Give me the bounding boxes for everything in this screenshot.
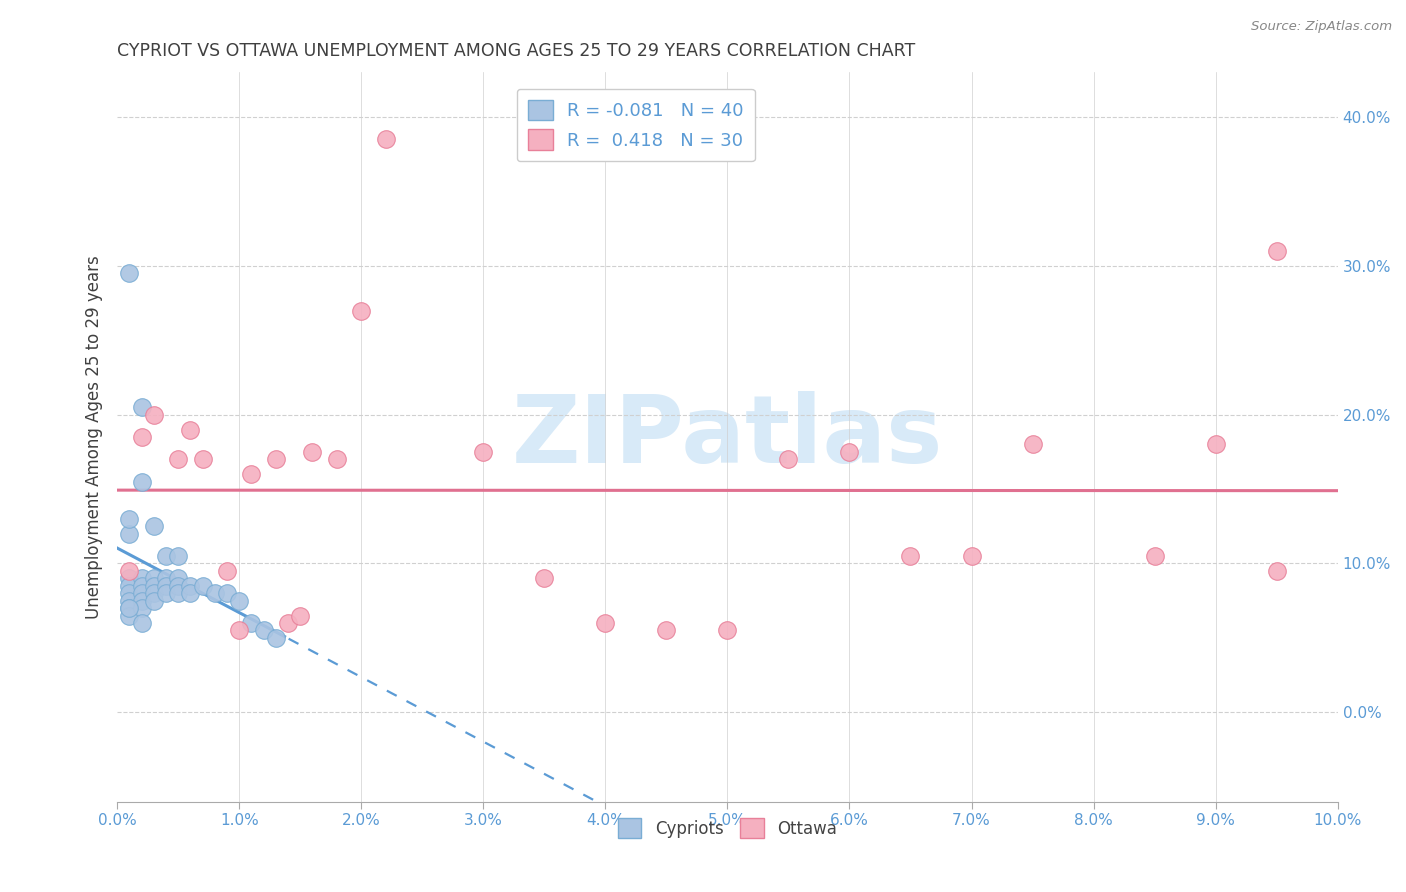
Point [155,549,177,563]
Point [131,571,153,585]
Point [142,519,165,533]
Point [118,579,141,593]
Point [167,579,190,593]
Point [240,467,263,482]
Point [595,615,617,630]
Point [142,593,165,607]
Text: ZIPatlas: ZIPatlas [512,391,943,483]
Point [167,586,190,600]
Point [1021,437,1043,451]
Point [264,631,287,645]
Point [204,586,226,600]
Point [326,452,349,467]
Y-axis label: Unemployment Among Ages 25 to 29 years: Unemployment Among Ages 25 to 29 years [86,255,103,619]
Point [277,615,299,630]
Point [118,526,141,541]
Point [1265,244,1288,258]
Point [131,593,153,607]
Point [374,132,396,146]
Point [215,564,238,578]
Point [1205,437,1227,451]
Point [240,615,263,630]
Point [118,608,141,623]
Point [142,571,165,585]
Point [1143,549,1166,563]
Point [155,586,177,600]
Point [142,586,165,600]
Point [167,549,190,563]
Point [131,601,153,615]
Point [118,564,141,578]
Point [167,571,190,585]
Point [179,423,201,437]
Point [155,571,177,585]
Point [118,601,141,615]
Point [131,401,153,415]
Point [228,624,250,638]
Point [533,571,555,585]
Point [118,512,141,526]
Point [191,452,214,467]
Point [900,549,922,563]
Point [118,593,141,607]
Point [655,624,678,638]
Point [290,608,312,623]
Point [716,624,738,638]
Point [350,303,373,318]
Point [301,445,323,459]
Point [264,452,287,467]
Point [778,452,800,467]
Text: Source: ZipAtlas.com: Source: ZipAtlas.com [1251,20,1392,33]
Point [838,445,860,459]
Point [142,408,165,422]
Point [118,266,141,280]
Point [118,601,141,615]
Point [131,579,153,593]
Point [131,430,153,444]
Point [142,579,165,593]
Legend: Cypriots, Ottawa: Cypriots, Ottawa [612,812,844,845]
Point [228,593,250,607]
Point [167,452,190,467]
Point [131,586,153,600]
Point [118,571,141,585]
Point [179,586,201,600]
Point [215,586,238,600]
Text: CYPRIOT VS OTTAWA UNEMPLOYMENT AMONG AGES 25 TO 29 YEARS CORRELATION CHART: CYPRIOT VS OTTAWA UNEMPLOYMENT AMONG AGE… [117,42,915,60]
Point [253,624,276,638]
Point [155,579,177,593]
Point [131,475,153,489]
Point [960,549,983,563]
Point [118,586,141,600]
Point [179,579,201,593]
Point [472,445,495,459]
Point [131,615,153,630]
Point [191,579,214,593]
Point [1265,564,1288,578]
